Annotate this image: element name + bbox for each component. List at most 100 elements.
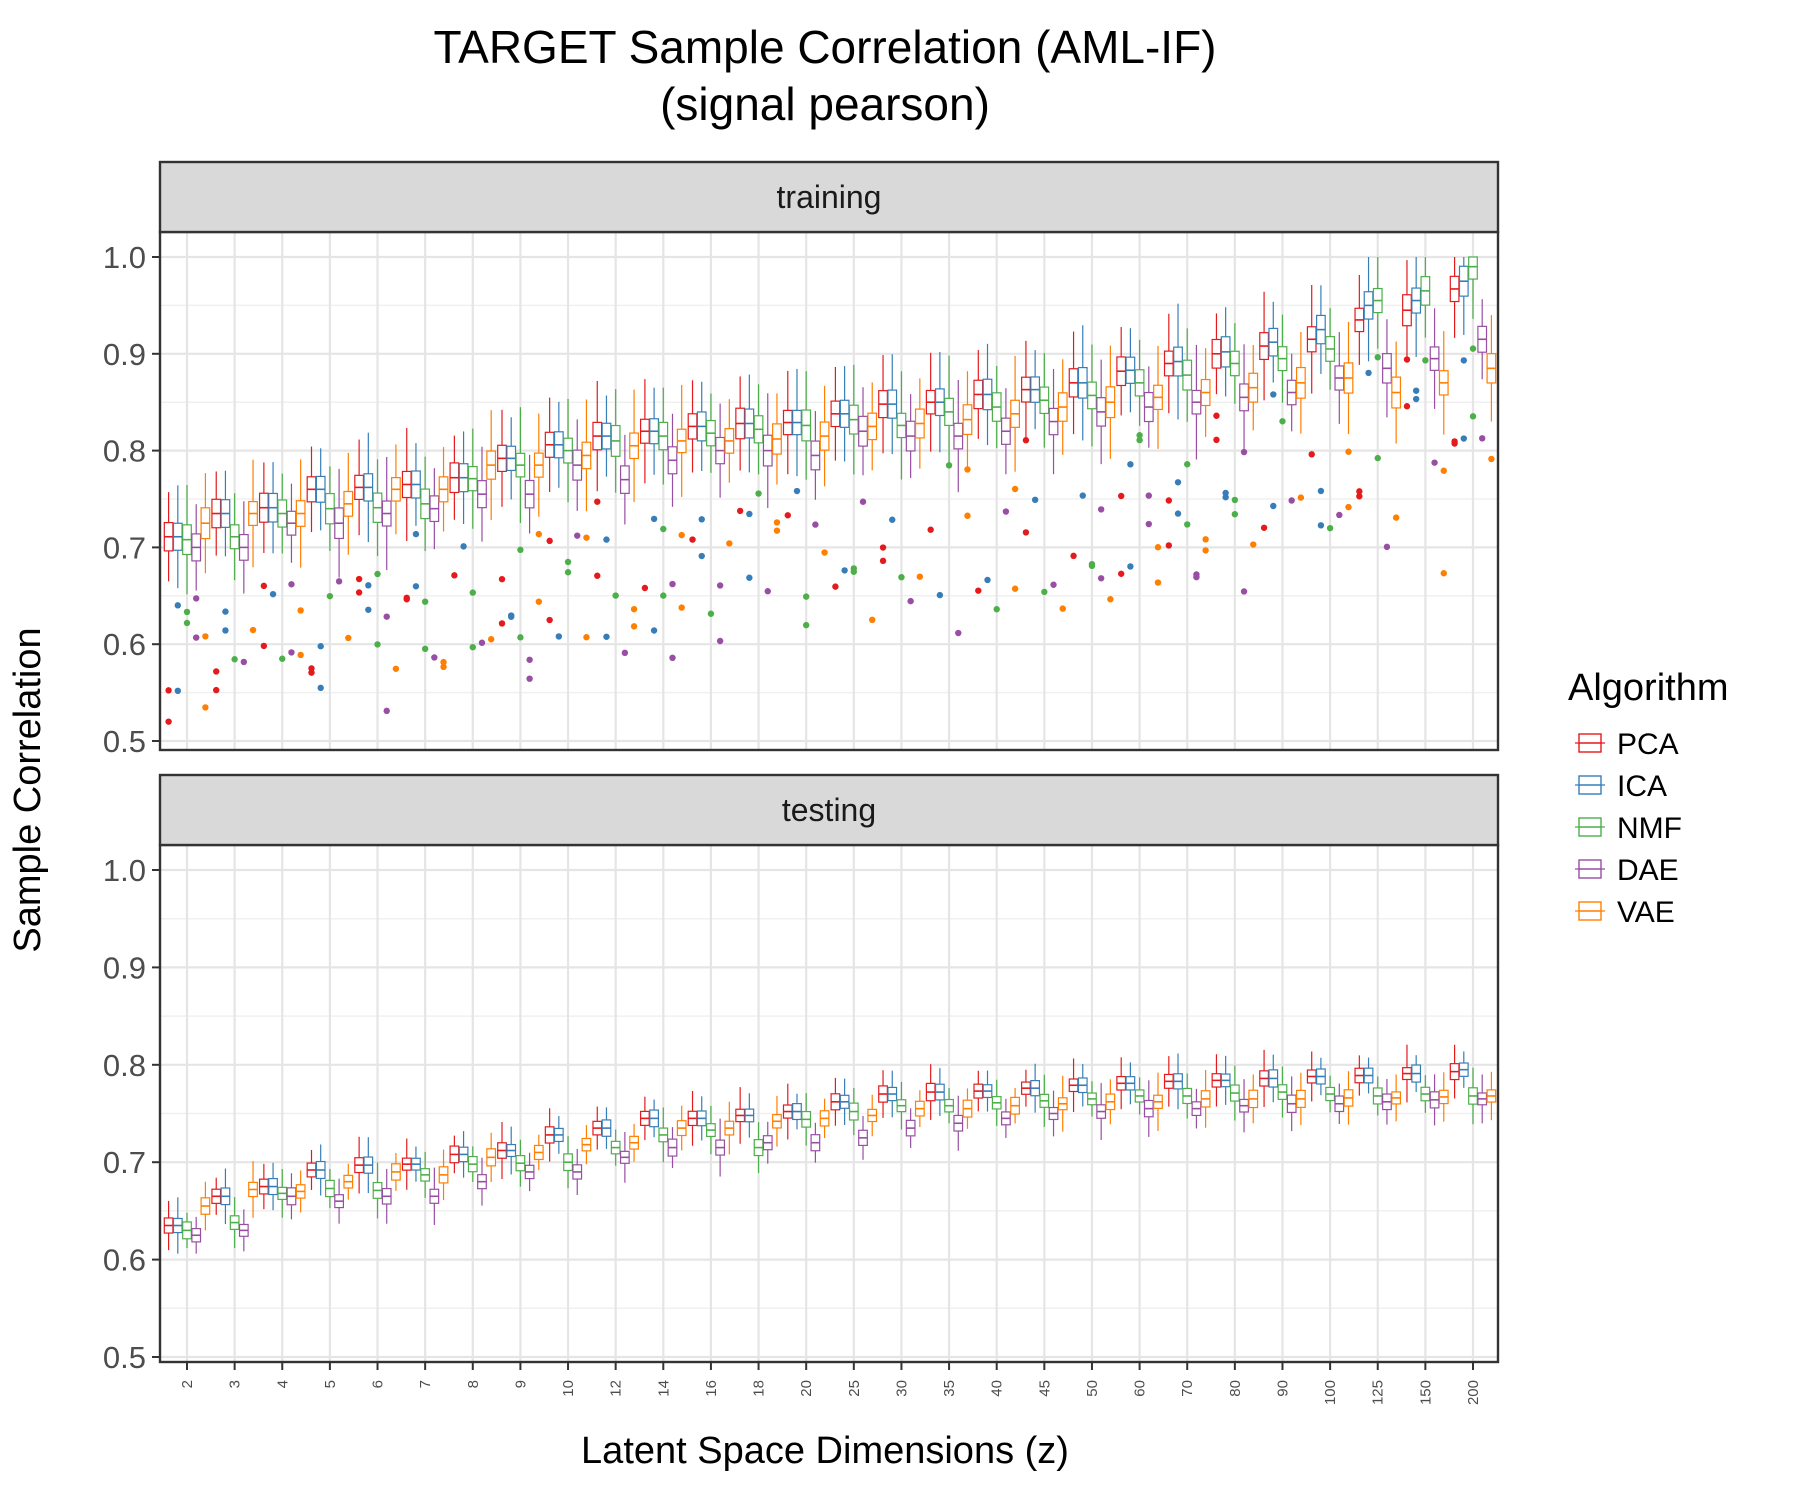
outlier-point [498,575,506,583]
outlier-point [1317,522,1325,529]
y-tick-label: 1.0 [103,853,146,888]
outlier-point [508,612,515,619]
outlier-point [955,629,962,637]
outlier-point [716,582,724,589]
outlier-point [1469,345,1477,352]
x-tick-label: 20 [798,1380,815,1397]
outlier-point [1451,438,1458,445]
outlier-point [1374,354,1381,361]
outlier-point [1383,543,1391,551]
outlier-point [630,605,638,613]
outlier-point [517,634,524,641]
outlier-point [451,572,458,579]
outlier-point [1193,573,1200,581]
outlier-point [1165,542,1173,549]
outlier-point [1297,494,1305,501]
x-tick-label: 70 [1179,1380,1196,1397]
legend-title: Algorithm [1568,667,1729,709]
legend-item-pca: PCA [1575,728,1679,761]
outlier-point [1270,391,1277,398]
outlier-point [555,633,563,640]
x-tick-label: 200 [1465,1380,1482,1405]
outlier-point [964,466,971,473]
outlier-point [945,462,953,469]
outlier-point [936,591,944,599]
outlier-point [993,606,1000,613]
y-tick-label: 0.6 [103,1243,146,1278]
outlier-point [469,643,476,651]
outlier-point [526,675,533,682]
outlier-point [440,658,447,666]
series-ica-testing [172,1051,1469,1254]
outlier-point [326,592,334,600]
outlier-point [1231,510,1239,518]
outlier-point [1403,356,1411,363]
legend-item-ica: ICA [1575,770,1667,803]
outlier-point [850,568,858,575]
outlier-point [621,649,629,657]
box [1468,256,1478,280]
outlier-point [526,656,533,663]
outlier-point [689,536,696,543]
x-tick-label: 14 [655,1380,672,1397]
outlier-point [1154,544,1162,551]
outlier-point [583,634,590,641]
outlier-point [1240,448,1248,456]
outlier-point [641,584,649,592]
outlier-point [365,606,372,613]
x-tick-label: 35 [941,1380,958,1397]
series-dae-training [191,299,1488,715]
outlier-point [213,668,220,675]
x-tick-label: 9 [512,1380,529,1388]
outlier-point [564,569,572,576]
outlier-point [240,658,248,666]
outlier-point [660,525,667,533]
chart-title: TARGET Sample Correlation (AML-IF) [433,21,1216,73]
outlier-point [249,626,257,634]
outlier-point [279,655,286,662]
outlier-point [355,575,363,583]
outlier-point [174,687,181,695]
outlier-point [1479,435,1486,442]
outlier-point [927,526,934,533]
outlier-point [812,521,819,528]
outlier-point [1308,451,1315,458]
outlier-point [603,633,610,640]
x-tick-label: 40 [989,1380,1006,1397]
outlier-point [535,530,543,538]
outlier-point [165,718,172,725]
outlier-point [1365,369,1372,377]
outlier-point [1460,357,1468,364]
outlier-point [498,620,506,627]
outlier-point [183,619,191,627]
outlier-point [1431,459,1438,466]
outlier-point [403,596,410,603]
outlier-point [1022,529,1030,536]
outlier-point [594,498,601,505]
outlier-point [546,537,553,545]
x-tick-label: 8 [465,1380,482,1388]
outlier-point [678,604,685,611]
y-tick-label: 0.5 [103,1340,146,1375]
outlier-point [365,582,372,589]
outlier-point [288,581,295,588]
outlier-point [297,607,304,614]
outlier-point [1165,497,1173,504]
outlier-point [440,663,447,671]
outlier-point [964,512,971,519]
outlier-point [1070,552,1077,560]
x-tick-label: 50 [1084,1380,1101,1397]
outlier-point [165,687,172,694]
outlier-point [698,516,705,523]
outlier-point [345,634,352,642]
legend-item-dae: DAE [1575,854,1679,887]
outlier-point [1202,536,1209,543]
facet-strip [158,160,1500,234]
outlier-point [1174,479,1182,486]
outlier-point [355,589,363,596]
outlier-point [1345,448,1352,455]
x-tick-label: 45 [1036,1380,1053,1397]
outlier-point [535,598,543,605]
outlier-point [1097,575,1105,582]
outlier-point [630,623,638,630]
